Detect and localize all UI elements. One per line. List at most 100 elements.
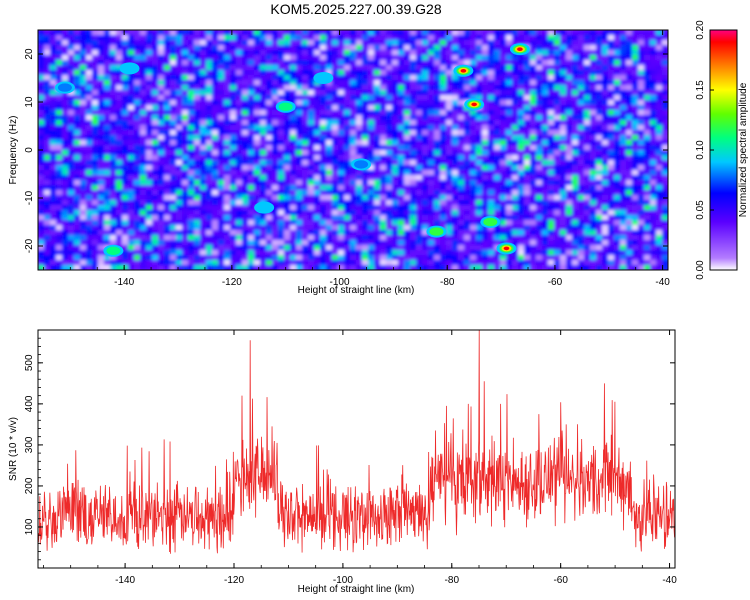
heatmap-cell [386,170,393,176]
heatmap-cell [560,110,567,116]
heatmap-cell [482,160,489,166]
heatmap-cell [158,35,165,41]
heatmap-cell [458,40,465,46]
heatmap-cell [110,40,117,46]
heatmap-cell [224,175,231,181]
heatmap-cell [368,55,375,61]
heatmap-cell [584,245,591,251]
heatmap-cell [380,255,387,261]
heatmap-cell [212,215,219,221]
heatmap-cell [398,85,405,91]
heatmap-cell [266,100,273,106]
heatmap-cell [182,45,189,51]
heatmap-cell [56,215,63,221]
heatmap-cell [650,200,657,206]
heatmap-cell [266,210,273,216]
heatmap-cell [86,265,93,270]
heatmap-cell [476,260,483,266]
heatmap-cell [182,105,189,111]
heatmap-cell [332,90,339,96]
heatmap-cell [68,60,75,66]
heatmap-cell [404,220,411,226]
heatmap-cell [248,265,255,270]
heatmap-cell [140,30,147,36]
heatmap-cell [530,175,537,181]
heatmap-cell [62,250,69,256]
heatmap-cell [266,260,273,266]
heatmap-cell [506,160,513,166]
heatmap-cell [212,240,219,246]
heatmap-cell [296,50,303,56]
heatmap-cell [284,160,291,166]
heatmap-cell [308,180,315,186]
heatmap-cell [140,180,147,186]
heatmap-cell [362,40,369,46]
heatmap-cell [152,165,159,171]
heatmap-cell [68,205,75,211]
heatmap-cell [146,40,153,46]
heatmap-cell [128,205,135,211]
heatmap-cell [458,195,465,201]
heatmap-cell [182,245,189,251]
heatmap-cell [548,195,555,201]
heatmap-cell [62,160,69,166]
heatmap-cell [212,150,219,156]
heatmap-cell [242,30,249,36]
heatmap-cell [368,220,375,226]
heatmap-cell [488,230,495,236]
heatmap-cell [626,45,633,51]
heatmap-cell [476,85,483,91]
heatmap-cell [146,245,153,251]
heatmap-cell [224,90,231,96]
heatmap-cell [644,190,651,196]
heatmap-cell [542,100,549,106]
heatmap-cell [182,255,189,261]
heatmap-cell [590,205,597,211]
heatmap-cell [656,100,663,106]
heatmap-cell [626,35,633,41]
heatmap-cell [458,50,465,56]
heatmap-cell [416,30,423,36]
heatmap-cell [122,120,129,126]
heatmap-cell [392,220,399,226]
heatmap-cell [278,125,285,131]
heatmap-cell [194,60,201,66]
heatmap-cell [230,210,237,216]
heatmap-cell [104,210,111,216]
heatmap-cell [350,60,357,66]
heatmap-cell [554,115,561,121]
heatmap-cell [62,240,69,246]
heatmap-cell [344,155,351,161]
heatmap-cell [92,30,99,36]
heatmap-cell [452,195,459,201]
heatmap-cell [212,65,219,71]
heatmap-cell [224,40,231,46]
heatmap-cell [470,165,477,171]
heatmap-cell [458,60,465,66]
heatmap-cell [656,160,663,166]
heatmap-cell [338,30,345,36]
heatmap-cell [530,120,537,126]
heatmap-cell [218,130,225,136]
heatmap-cell [512,215,519,221]
heatmap-cell [110,95,117,101]
heatmap-cell [68,170,75,176]
heatmap-cell [152,155,159,161]
heatmap-cell [566,95,573,101]
heatmap-cell [530,220,537,226]
heatmap-cell [506,105,513,111]
heatmap-cell [266,55,273,61]
heatmap-cell [632,120,639,126]
heatmap-cell [332,105,339,111]
heatmap-cell [554,35,561,41]
heatmap-cell [56,30,63,36]
heatmap-cell [116,220,123,226]
heatmap-cell [614,150,621,156]
heatmap-cell [536,200,543,206]
heatmap-cell [134,95,141,101]
heatmap-cell [338,155,345,161]
heatmap-cell [236,245,243,251]
heatmap-cell [596,140,603,146]
heatmap-cell [416,105,423,111]
heatmap-cell [620,130,627,136]
